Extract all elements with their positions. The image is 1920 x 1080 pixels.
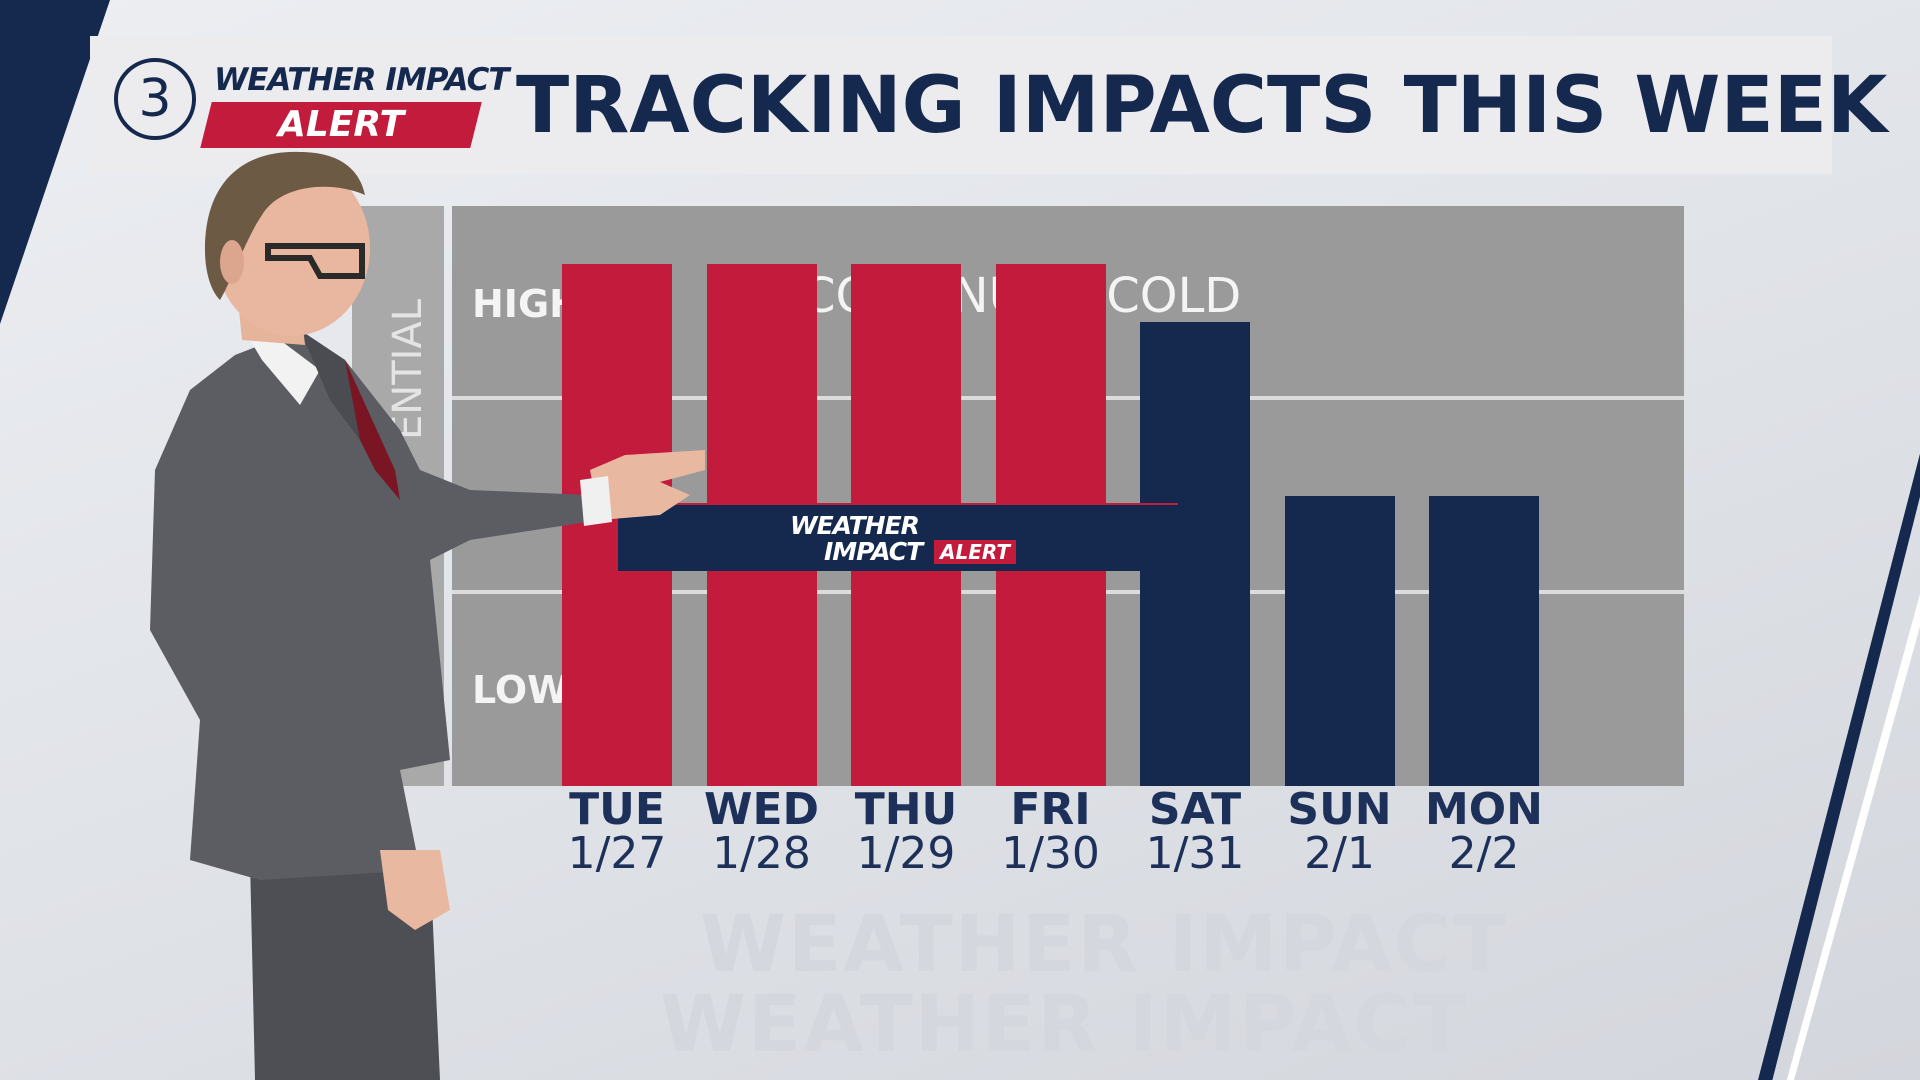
x-tick-date: 1/28 <box>712 828 811 879</box>
x-tick-day: MON <box>1424 784 1543 835</box>
x-tick-day: FRI <box>1010 784 1091 835</box>
level-label-low: LOW <box>472 668 570 712</box>
x-tick-date: 1/30 <box>1001 828 1100 879</box>
weather-impact-alert-banner: WEATHER IMPACT ALERT <box>618 503 1178 571</box>
x-label-thu: THU 1/29 <box>826 788 986 876</box>
logo-weather-impact: WEATHER IMPACT <box>214 62 510 98</box>
presenter-figure <box>150 151 705 1080</box>
x-label-sun: SUN 2/1 <box>1260 788 1420 876</box>
x-tick-date: 1/27 <box>567 828 667 879</box>
x-tick-day: TUE <box>569 784 665 835</box>
banner-weather-text: WEATHER <box>790 511 920 540</box>
station-logo: 3 <box>114 58 196 140</box>
x-tick-date: 2/1 <box>1304 828 1375 879</box>
x-tick-day: SUN <box>1287 784 1392 835</box>
x-tick-date: 1/31 <box>1145 828 1245 879</box>
bar-sun <box>1284 496 1395 786</box>
station-number: 3 <box>138 69 172 129</box>
page-title: TRACKING IMPACTS THIS WEEK <box>516 61 1888 151</box>
bar-mon <box>1429 496 1539 786</box>
x-label-sat: SAT 1/31 <box>1115 788 1275 876</box>
banner-alert-tag: ALERT <box>934 540 1017 564</box>
x-tick-date: 1/29 <box>856 828 956 879</box>
x-label-fri: FRI 1/30 <box>971 788 1131 876</box>
x-label-wed: WED 1/28 <box>682 788 842 876</box>
x-tick-day: SAT <box>1148 784 1242 835</box>
header-bar: 3 WEATHER IMPACT ALERT TRACKING IMPACTS … <box>90 36 1887 174</box>
x-label-mon: MON 2/2 <box>1404 788 1564 876</box>
banner-impact-text: IMPACT <box>824 537 923 566</box>
background-watermark: WEATHER IMPACT <box>700 900 1509 990</box>
x-tick-day: THU <box>854 784 958 835</box>
background-watermark: WEATHER IMPACT <box>660 980 1469 1070</box>
x-tick-day: WED <box>703 784 820 835</box>
x-tick-date: 2/2 <box>1448 828 1520 879</box>
x-label-tue: TUE 1/27 <box>537 788 697 876</box>
